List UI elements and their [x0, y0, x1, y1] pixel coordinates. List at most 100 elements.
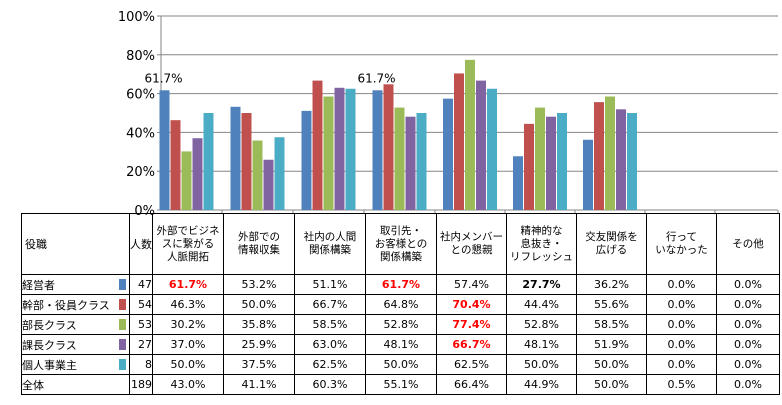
bar-3-4	[394, 107, 405, 210]
bar-1-4	[372, 90, 383, 210]
table-cell: 60.3%	[294, 374, 366, 395]
category-label: 精神的な 息抜き・ リフレッシュ	[506, 213, 577, 275]
table-cell: 44.4%	[506, 294, 577, 315]
table-cell: 48.1%	[365, 334, 437, 355]
table-cell: 62.5%	[294, 354, 366, 375]
table-cell: 50.0%	[576, 354, 647, 375]
table-cell: 52.8%	[506, 314, 577, 335]
category-label: 取引先・ お客様との 関係構築	[365, 213, 437, 275]
bar-1-1	[159, 90, 170, 210]
table-cell: 50.0%	[152, 354, 224, 375]
category-label: 交友関係を 広げる	[576, 213, 647, 275]
category-label: その他	[716, 213, 780, 275]
table-cell: 37.0%	[152, 334, 224, 355]
table-header-row: 役職 人数 外部でビジネ スに繋がる 人脈開拓 外部での 情報収集 社内の人間 関係構築 取引先・…	[21, 213, 780, 275]
table-cell: 25.9%	[223, 334, 295, 355]
table-cell: 50.0%	[223, 294, 295, 315]
table-cell: 70.4%	[436, 294, 507, 315]
table-cell: 0.0%	[646, 354, 717, 375]
table-cell: 55.1%	[365, 374, 437, 395]
table-cell: 0.0%	[646, 274, 717, 295]
table-cell: 77.4%	[436, 314, 507, 335]
bar-2-2	[241, 113, 252, 210]
bar-3-7	[605, 96, 615, 210]
table-row: 幹部・役員クラス 54 46.3% 50.0% 66.7% 64.8% 70.4% 44.4%…	[21, 294, 780, 315]
bar-3-5	[465, 59, 475, 211]
y-tick-label: 20%	[126, 165, 155, 180]
y-tick-label: 40%	[126, 126, 155, 141]
table-row: 個人事業主 8 50.0% 37.5% 62.5% 50.0% 62.5% 50.0% 50.0…	[21, 354, 780, 375]
bar-5-1	[203, 113, 214, 210]
table-cell: 58.5%	[294, 314, 366, 335]
category-label: 外部での 情報収集	[223, 213, 295, 275]
table-cell: 50.0%	[365, 354, 437, 375]
legend-swatch	[119, 279, 126, 290]
bar-2-3	[312, 80, 323, 211]
bars	[159, 59, 637, 211]
row-count: 189	[129, 374, 153, 395]
y-tick-label: 80%	[126, 49, 155, 64]
bar-3-6	[535, 107, 545, 210]
bar-4-6	[546, 116, 556, 210]
table-cell: 0.0%	[716, 294, 780, 315]
bar-1-7	[583, 139, 593, 210]
bar-1-2	[230, 106, 241, 210]
table-cell: 41.1%	[223, 374, 295, 395]
bar-5-4	[416, 113, 427, 210]
bar-5-5	[487, 88, 497, 210]
row-count: 54	[129, 294, 153, 315]
table-cell: 35.8%	[223, 314, 295, 335]
bar-3-2	[252, 140, 263, 210]
table-cell: 0.0%	[646, 314, 717, 335]
table-cell: 0.5%	[646, 374, 717, 395]
table-row: 経営者 47 61.7% 53.2% 51.1% 61.7% 57.4% 27.7% 36.2%…	[21, 274, 780, 295]
bar-5-6	[557, 113, 567, 210]
legend-swatch	[119, 319, 126, 330]
row-label: 経営者	[21, 274, 130, 295]
table-cell: 55.6%	[576, 294, 647, 315]
table-cell: 66.7%	[436, 334, 507, 355]
annotations: 61.7% 61.7%	[144, 71, 395, 85]
count-header: 人数	[129, 213, 153, 275]
table-cell: 51.9%	[576, 334, 647, 355]
category-label: 行って いなかった	[646, 213, 717, 275]
bar-2-4	[383, 84, 394, 210]
row-count: 47	[129, 274, 153, 295]
row-label: 部長クラス	[21, 314, 130, 335]
table-cell: 61.7%	[365, 274, 437, 295]
table-row: 部長クラス 53 30.2% 35.8% 58.5% 52.8% 77.4% 52.8% 58.…	[21, 314, 780, 335]
bar-2-1	[170, 120, 181, 210]
table-row: 全体 189 43.0% 41.1% 60.3% 55.1% 66.4% 44.9% 50.0%…	[21, 374, 780, 395]
legend-swatch	[119, 299, 126, 310]
table-cell: 36.2%	[576, 274, 647, 295]
row-count: 8	[129, 354, 153, 375]
table-cell: 0.0%	[716, 354, 780, 375]
table-cell: 62.5%	[436, 354, 507, 375]
table-cell: 0.0%	[716, 374, 780, 395]
table-cell: 46.3%	[152, 294, 224, 315]
table-cell: 0.0%	[716, 314, 780, 335]
y-tick-label: 100%	[118, 10, 155, 25]
row-count: 53	[129, 314, 153, 335]
row-label: 課長クラス	[21, 334, 130, 355]
table-cell: 0.0%	[716, 334, 780, 355]
bar-1-5	[443, 98, 453, 210]
category-label: 外部でビジネ スに繋がる 人脈開拓	[152, 213, 224, 275]
table-cell: 66.7%	[294, 294, 366, 315]
bar-4-4	[405, 116, 416, 210]
bar-5-7	[627, 113, 637, 210]
bar-5-3	[345, 88, 356, 210]
category-label: 社内メンバー との懇親	[436, 213, 507, 275]
table-cell: 64.8%	[365, 294, 437, 315]
bar-4-5	[476, 80, 486, 211]
role-header: 役職	[21, 213, 130, 275]
bar-2-7	[594, 102, 604, 210]
legend-swatch	[119, 359, 126, 370]
annotation-label: 61.7%	[144, 71, 182, 85]
table-cell: 44.9%	[506, 374, 577, 395]
annotation-label: 61.7%	[357, 71, 395, 85]
table-cell: 66.4%	[436, 374, 507, 395]
bar-chart: 0% 20% 40% 60% 80% 100% 61.7% 61.7%	[118, 10, 779, 215]
table-cell: 48.1%	[506, 334, 577, 355]
category-label: 社内の人間 関係構築	[294, 213, 366, 275]
